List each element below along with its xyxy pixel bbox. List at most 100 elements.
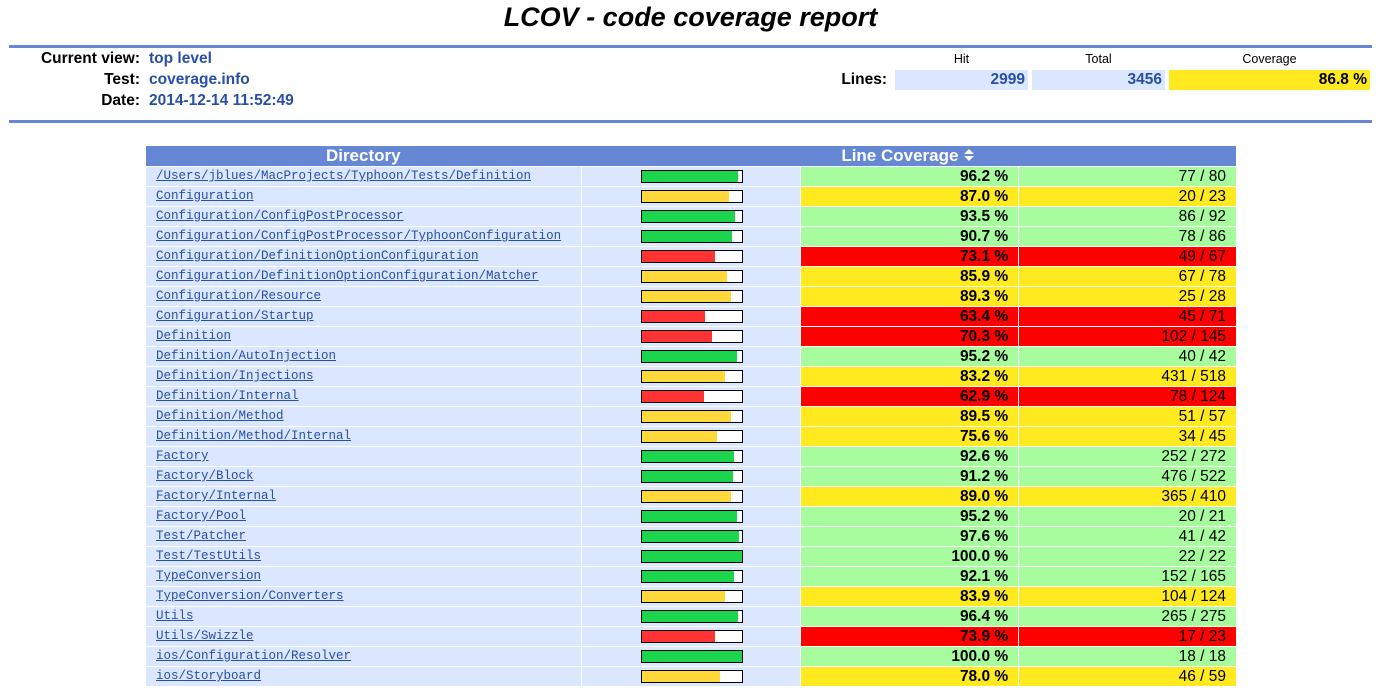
- dir-cell: Utils: [146, 606, 581, 626]
- bar-cell: [580, 386, 801, 406]
- dir-link[interactable]: Definition: [156, 329, 232, 343]
- count-cell: 78 / 86: [1018, 226, 1236, 246]
- dir-link[interactable]: Definition/Method/Internal: [156, 429, 352, 443]
- bar-cell: [580, 646, 801, 666]
- dir-link[interactable]: Factory/Pool: [156, 509, 247, 523]
- summary-hit: 2999: [895, 70, 1028, 90]
- coverage-fill: [641, 371, 725, 382]
- dir-cell: Configuration/DefinitionOptionConfigurat…: [146, 266, 581, 286]
- percent-cell: 83.9 %: [800, 586, 1019, 606]
- coverage-fill: [641, 391, 705, 402]
- dir-cell: Configuration/DefinitionOptionConfigurat…: [146, 246, 581, 266]
- info-value: top level: [149, 50, 212, 67]
- count-cell: 102 / 145: [1018, 326, 1236, 346]
- count-cell: 476 / 522: [1018, 466, 1236, 486]
- coverage-fill: [641, 531, 740, 542]
- bar-cell: [580, 306, 801, 326]
- dir-link[interactable]: Definition/AutoInjection: [156, 349, 337, 363]
- info-label: Test:: [104, 71, 140, 88]
- table-row: Factory/Pool 95.2 % 20 / 21: [146, 506, 1236, 526]
- coverage-bar: [640, 490, 743, 503]
- dir-link[interactable]: Definition/Injections: [156, 369, 314, 383]
- sort-icon[interactable]: [963, 148, 975, 162]
- bar-cell: [580, 366, 801, 386]
- bar-cell: [580, 546, 801, 566]
- coverage-bar: [640, 370, 743, 383]
- coverage-bar: [640, 610, 743, 623]
- coverage-bar: [640, 470, 743, 483]
- coverage-bar: [640, 590, 743, 603]
- table-row: Factory 92.6 % 252 / 272: [146, 446, 1236, 466]
- coverage-bar: [640, 230, 743, 243]
- dir-link[interactable]: Definition/Internal: [156, 389, 299, 403]
- dir-link[interactable]: TypeConversion/Converters: [156, 589, 344, 603]
- coverage-fill: [641, 271, 728, 282]
- coverage-bar: [640, 530, 743, 543]
- dir-cell: Definition/Method/Internal: [146, 426, 581, 446]
- dir-link[interactable]: ios/Configuration/Resolver: [156, 649, 352, 663]
- percent-cell: 89.0 %: [800, 486, 1019, 506]
- dir-link[interactable]: Configuration/ConfigPostProcessor: [156, 209, 404, 223]
- bar-cell: [580, 626, 801, 646]
- coverage-bar: [640, 430, 743, 443]
- dir-cell: ios/Configuration/Resolver: [146, 646, 581, 666]
- table-row: ios/Configuration/Resolver 100.0 % 18 / 18: [146, 646, 1236, 666]
- dir-link[interactable]: Configuration: [156, 189, 254, 203]
- dir-cell: Definition/Method: [146, 406, 581, 426]
- percent-cell: 95.2 %: [800, 506, 1019, 526]
- dir-link[interactable]: Test/TestUtils: [156, 549, 262, 563]
- coverage-fill: [641, 331, 712, 342]
- dir-cell: Definition/Internal: [146, 386, 581, 406]
- table-row: Definition/Injections 83.2 % 431 / 518: [146, 366, 1236, 386]
- bar-cell: [580, 486, 801, 506]
- percent-cell: 75.6 %: [800, 426, 1019, 446]
- dir-link[interactable]: ios/Storyboard: [156, 669, 262, 683]
- percent-cell: 92.6 %: [800, 446, 1019, 466]
- dir-link[interactable]: Configuration/DefinitionOptionConfigurat…: [156, 249, 479, 263]
- percent-cell: 62.9 %: [800, 386, 1019, 406]
- bar-cell: [580, 466, 801, 486]
- dir-cell: Configuration/ConfigPostProcessor/Typhoo…: [146, 226, 581, 246]
- dir-link[interactable]: Utils: [156, 609, 194, 623]
- dir-link[interactable]: Factory/Block: [156, 469, 254, 483]
- percent-cell: 100.0 %: [800, 646, 1019, 666]
- count-cell: 67 / 78: [1018, 266, 1236, 286]
- count-cell: 20 / 23: [1018, 186, 1236, 206]
- dir-link[interactable]: Configuration/ConfigPostProcessor/Typhoo…: [156, 229, 562, 243]
- dir-link[interactable]: Utils/Swizzle: [156, 629, 254, 643]
- dir-link[interactable]: Configuration/Startup: [156, 309, 314, 323]
- dir-link[interactable]: Configuration/DefinitionOptionConfigurat…: [156, 269, 539, 283]
- dir-cell: Definition/AutoInjection: [146, 346, 581, 366]
- dir-link[interactable]: Definition/Method: [156, 409, 284, 423]
- coverage-fill: [641, 251, 715, 262]
- percent-cell: 78.0 %: [800, 666, 1019, 686]
- coverage-bar: [640, 350, 743, 363]
- dir-link[interactable]: Configuration/Resource: [156, 289, 322, 303]
- count-cell: 22 / 22: [1018, 546, 1236, 566]
- table-row: Test/Patcher 97.6 % 41 / 42: [146, 526, 1236, 546]
- percent-cell: 87.0 %: [800, 186, 1019, 206]
- dir-link[interactable]: /Users/jblues/MacProjects/Typhoon/Tests/…: [156, 169, 532, 183]
- percent-cell: 96.2 %: [800, 166, 1019, 186]
- percent-cell: 63.4 %: [800, 306, 1019, 326]
- percent-cell: 70.3 %: [800, 326, 1019, 346]
- coverage-bar: [640, 170, 743, 183]
- coverage-bar: [640, 550, 743, 563]
- count-cell: 46 / 59: [1018, 666, 1236, 686]
- rule: [9, 45, 1372, 48]
- table-row: Configuration/DefinitionOptionConfigurat…: [146, 246, 1236, 266]
- dir-cell: Configuration/ConfigPostProcessor: [146, 206, 581, 226]
- info-label: Current view:: [40, 50, 140, 67]
- dir-link[interactable]: Factory: [156, 449, 209, 463]
- dir-link[interactable]: Test/Patcher: [156, 529, 247, 543]
- coverage-bar: [640, 510, 743, 523]
- dir-link[interactable]: Factory/Internal: [156, 489, 277, 503]
- col-header[interactable]: Line Coverage: [580, 146, 1236, 166]
- table-row: Test/TestUtils 100.0 % 22 / 22: [146, 546, 1236, 566]
- count-cell: 78 / 124: [1018, 386, 1236, 406]
- bar-cell: [580, 586, 801, 606]
- percent-cell: 92.1 %: [800, 566, 1019, 586]
- coverage-fill: [641, 471, 733, 482]
- bar-cell: [580, 526, 801, 546]
- dir-link[interactable]: TypeConversion: [156, 569, 262, 583]
